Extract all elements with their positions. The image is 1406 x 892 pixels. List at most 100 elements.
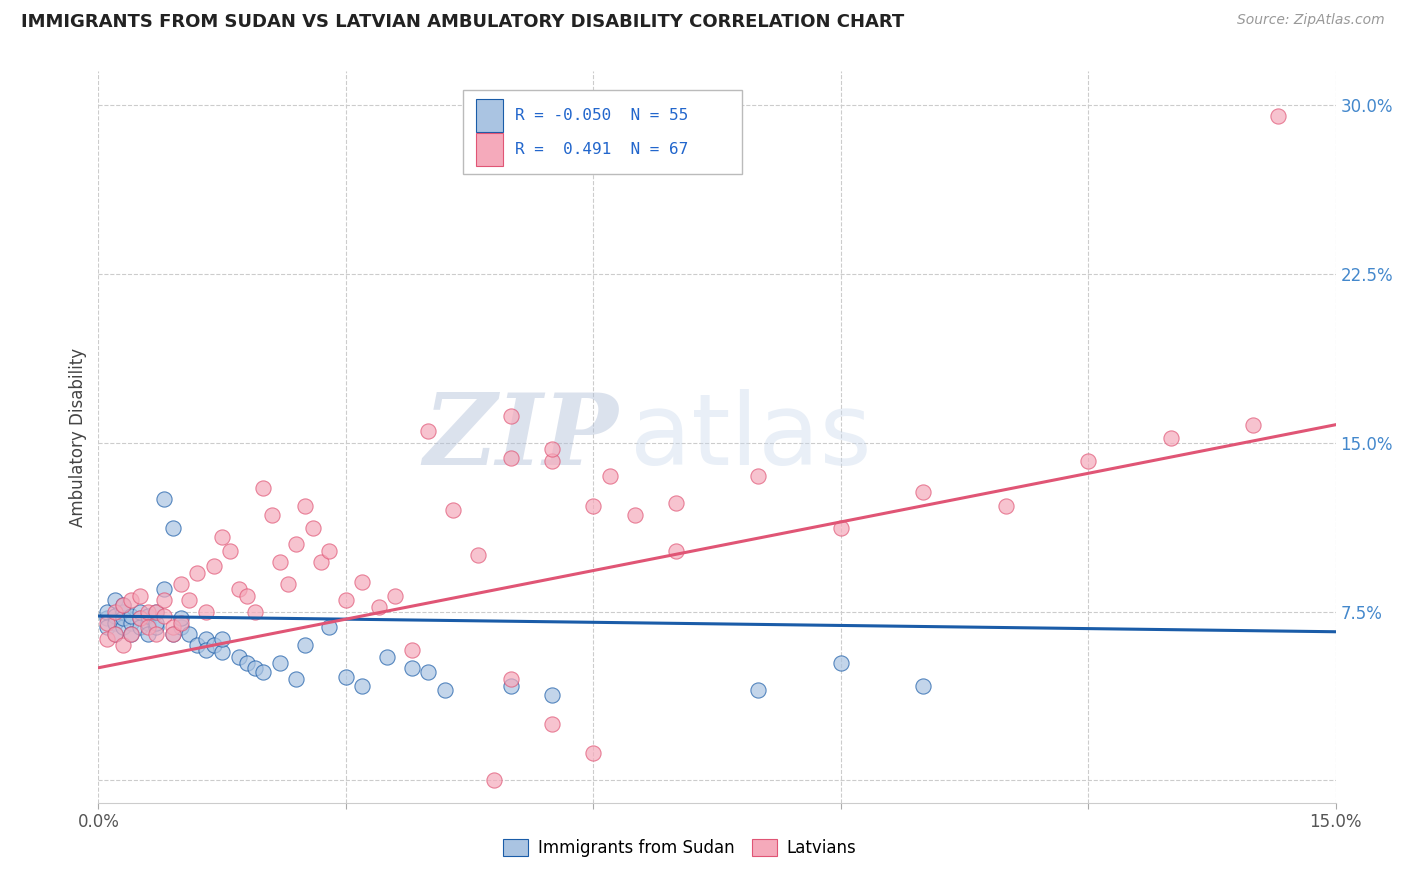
- Point: [145, 620, 167, 634]
- Point: [136, 615, 159, 630]
- Point: [747, 469, 769, 483]
- Point: [186, 566, 208, 581]
- Point: [1160, 431, 1182, 445]
- Point: [194, 632, 217, 646]
- Legend: Immigrants from Sudan, Latvians: Immigrants from Sudan, Latvians: [496, 832, 863, 864]
- Text: R = -0.050  N = 55: R = -0.050 N = 55: [516, 108, 689, 123]
- Point: [1077, 453, 1099, 467]
- Point: [499, 451, 522, 466]
- Point: [541, 453, 564, 467]
- Point: [228, 582, 250, 596]
- Point: [96, 611, 118, 625]
- Point: [252, 481, 274, 495]
- Point: [830, 521, 852, 535]
- Point: [269, 555, 291, 569]
- Point: [499, 409, 522, 423]
- Point: [211, 632, 233, 646]
- Point: [128, 620, 150, 634]
- Point: [541, 688, 564, 702]
- Point: [112, 605, 135, 619]
- Point: [367, 599, 389, 614]
- Point: [912, 485, 935, 500]
- Point: [830, 657, 852, 671]
- Point: [120, 615, 142, 630]
- Point: [112, 620, 135, 634]
- Point: [269, 657, 291, 671]
- Point: [153, 593, 176, 607]
- Point: [252, 665, 274, 680]
- Point: [665, 496, 688, 510]
- Point: [260, 508, 283, 522]
- Point: [112, 611, 135, 625]
- Point: [170, 620, 193, 634]
- Point: [170, 577, 193, 591]
- Point: [96, 632, 118, 646]
- Point: [433, 683, 456, 698]
- Point: [541, 717, 564, 731]
- Point: [1241, 417, 1264, 432]
- Point: [112, 598, 135, 612]
- Point: [136, 627, 159, 641]
- Point: [96, 615, 118, 630]
- Point: [285, 672, 308, 686]
- Point: [96, 605, 118, 619]
- Point: [162, 627, 184, 641]
- FancyBboxPatch shape: [475, 133, 503, 166]
- Point: [120, 609, 142, 624]
- Point: [335, 670, 357, 684]
- Point: [285, 537, 308, 551]
- Point: [194, 642, 217, 657]
- Point: [318, 543, 340, 558]
- Point: [136, 605, 159, 619]
- Point: [665, 543, 688, 558]
- Point: [112, 598, 135, 612]
- Point: [318, 620, 340, 634]
- Point: [599, 469, 621, 483]
- Point: [236, 589, 259, 603]
- Point: [441, 503, 464, 517]
- Text: atlas: atlas: [630, 389, 872, 485]
- Point: [484, 773, 506, 788]
- Point: [179, 627, 201, 641]
- Point: [352, 575, 374, 590]
- Point: [912, 679, 935, 693]
- Point: [145, 605, 167, 619]
- Point: [128, 611, 150, 625]
- Point: [153, 582, 176, 596]
- Point: [294, 499, 316, 513]
- Point: [1267, 109, 1289, 123]
- Point: [153, 609, 176, 624]
- Text: IMMIGRANTS FROM SUDAN VS LATVIAN AMBULATORY DISABILITY CORRELATION CHART: IMMIGRANTS FROM SUDAN VS LATVIAN AMBULAT…: [21, 13, 904, 31]
- Point: [994, 499, 1017, 513]
- Point: [128, 605, 150, 619]
- Point: [302, 521, 325, 535]
- Point: [243, 661, 266, 675]
- Point: [541, 442, 564, 457]
- Point: [194, 605, 217, 619]
- Point: [499, 679, 522, 693]
- Point: [120, 593, 142, 607]
- Point: [170, 615, 193, 630]
- Point: [104, 627, 127, 641]
- Point: [162, 627, 184, 641]
- Point: [96, 620, 118, 634]
- Point: [202, 559, 225, 574]
- Point: [162, 521, 184, 535]
- Point: [104, 593, 127, 607]
- Point: [309, 555, 332, 569]
- Point: [401, 642, 423, 657]
- Point: [294, 638, 316, 652]
- Point: [747, 683, 769, 698]
- Point: [186, 638, 208, 652]
- Point: [401, 661, 423, 675]
- Point: [219, 543, 242, 558]
- Point: [136, 620, 159, 634]
- Point: [104, 615, 127, 630]
- FancyBboxPatch shape: [475, 99, 503, 132]
- Point: [623, 508, 645, 522]
- Point: [128, 611, 150, 625]
- Point: [104, 605, 127, 619]
- Point: [162, 620, 184, 634]
- Text: Source: ZipAtlas.com: Source: ZipAtlas.com: [1237, 13, 1385, 28]
- Point: [335, 593, 357, 607]
